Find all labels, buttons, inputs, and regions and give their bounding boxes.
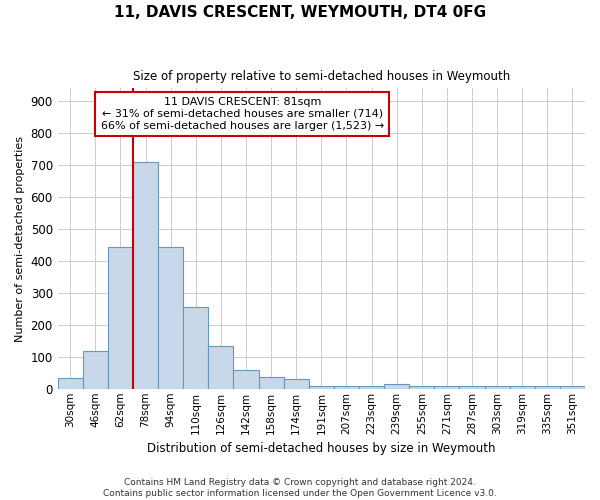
Bar bbox=[259, 376, 284, 389]
Bar bbox=[233, 370, 259, 389]
Bar bbox=[535, 386, 560, 389]
Bar bbox=[485, 386, 509, 389]
Bar bbox=[183, 308, 208, 389]
Bar bbox=[560, 386, 585, 389]
Text: 11 DAVIS CRESCENT: 81sqm
← 31% of semi-detached houses are smaller (714)
66% of : 11 DAVIS CRESCENT: 81sqm ← 31% of semi-d… bbox=[101, 98, 384, 130]
Bar bbox=[334, 386, 359, 389]
Bar bbox=[509, 386, 535, 389]
Bar bbox=[158, 246, 183, 389]
Title: Size of property relative to semi-detached houses in Weymouth: Size of property relative to semi-detach… bbox=[133, 70, 510, 83]
Bar bbox=[309, 386, 334, 389]
Bar bbox=[434, 386, 460, 389]
Bar bbox=[384, 384, 409, 389]
Y-axis label: Number of semi-detached properties: Number of semi-detached properties bbox=[15, 136, 25, 342]
Bar bbox=[460, 386, 485, 389]
Bar bbox=[359, 386, 384, 389]
Bar bbox=[284, 379, 309, 389]
Bar bbox=[83, 351, 108, 389]
Text: 11, DAVIS CRESCENT, WEYMOUTH, DT4 0FG: 11, DAVIS CRESCENT, WEYMOUTH, DT4 0FG bbox=[114, 5, 486, 20]
X-axis label: Distribution of semi-detached houses by size in Weymouth: Distribution of semi-detached houses by … bbox=[147, 442, 496, 455]
Bar bbox=[409, 386, 434, 389]
Bar bbox=[208, 346, 233, 389]
Bar bbox=[108, 246, 133, 389]
Bar bbox=[58, 378, 83, 389]
Text: Contains HM Land Registry data © Crown copyright and database right 2024.
Contai: Contains HM Land Registry data © Crown c… bbox=[103, 478, 497, 498]
Bar bbox=[133, 162, 158, 389]
